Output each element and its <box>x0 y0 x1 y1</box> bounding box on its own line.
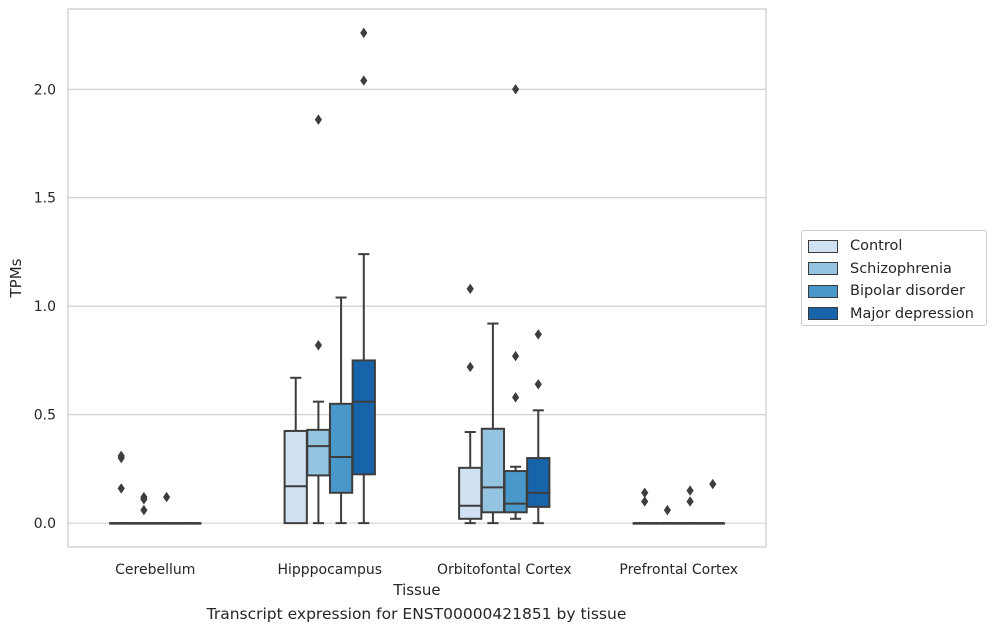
box <box>328 402 354 494</box>
box <box>351 359 376 476</box>
outlier-point <box>511 392 520 403</box>
legend-label-control: Control <box>850 238 903 255</box>
outlier-point <box>360 27 368 39</box>
outlier-point <box>117 450 125 462</box>
outlier-point <box>314 340 323 351</box>
box <box>526 457 551 508</box>
legend-label-bipolar-disorder: Bipolar disorder <box>850 283 965 300</box>
box-group <box>328 296 354 525</box>
outlier-point <box>466 361 474 373</box>
outlier-point <box>663 504 672 516</box>
box-group <box>480 322 506 525</box>
box-group <box>283 376 308 525</box>
outlier-point <box>511 84 520 95</box>
plot-frame <box>67 8 767 548</box>
legend-item-major-depression: Major depression <box>802 303 986 326</box>
outlier-point <box>162 491 171 503</box>
y-tick-labels: 0.0 0.5 1.0 1.5 2.0 <box>34 82 56 532</box>
box-group <box>351 27 376 525</box>
legend-item-schizophrenia: Schizophrenia <box>802 258 986 281</box>
x-tick-labels: Cerebellum Hipppocampus Orbitofontal Corte… <box>115 562 738 578</box>
box-group <box>306 114 331 525</box>
outlier-point <box>314 114 323 125</box>
legend-item-bipolar-disorder: Bipolar disorder <box>802 280 986 303</box>
box-group <box>677 485 703 525</box>
chart-caption: Transcript expression for ENST0000042185… <box>206 605 627 623</box>
box-group <box>700 478 725 525</box>
box-group <box>503 84 528 520</box>
outlier-point <box>140 491 148 503</box>
outlier-point <box>686 485 694 496</box>
legend-swatch-bipolar-disorder <box>808 284 838 298</box>
outlier-point <box>534 329 542 340</box>
box-group <box>131 491 157 525</box>
boxes <box>109 27 725 525</box>
box-group <box>109 450 134 525</box>
legend-label-schizophrenia: Schizophrenia <box>850 260 952 277</box>
legend-swatch-major-depression <box>808 307 838 321</box>
outlier-point <box>511 350 520 362</box>
box <box>283 429 308 525</box>
y-tick-label: 1.0 <box>34 299 56 315</box>
y-tick-label: 0.0 <box>34 516 56 532</box>
box-group <box>177 522 202 525</box>
legend: Control Schizophrenia Bipolar disorder M… <box>801 230 987 326</box>
box <box>503 470 528 514</box>
y-tick-label: 2.0 <box>34 82 56 98</box>
box-group <box>632 487 657 525</box>
x-tick-label: Prefrontal Cortex <box>619 562 738 578</box>
x-tick-label: Hipppocampus <box>277 562 382 578</box>
y-tick-label: 0.5 <box>34 408 56 424</box>
box <box>480 427 506 514</box>
outlier-point <box>534 379 542 390</box>
outlier-point <box>117 483 125 494</box>
y-axis-label: TPMs <box>7 258 25 298</box>
box-group <box>458 283 483 525</box>
legend-label-major-depression: Major depression <box>850 305 974 322</box>
legend-item-control: Control <box>802 235 986 258</box>
outlier-point <box>140 504 148 516</box>
x-tick-label: Orbitofontal Cortex <box>437 562 572 578</box>
y-tick-label: 1.5 <box>34 191 56 207</box>
legend-swatch-control <box>808 239 838 253</box>
box-group <box>154 491 179 525</box>
box-group <box>655 504 680 525</box>
outlier-point <box>709 478 717 490</box>
box <box>458 466 483 520</box>
outlier-point <box>641 487 649 498</box>
gridlines <box>68 88 766 524</box>
legend-swatch-schizophrenia <box>808 262 838 276</box>
outlier-point <box>360 75 368 86</box>
box-group <box>526 329 551 525</box>
x-axis-label: Tissue <box>392 581 440 599</box>
outlier-point <box>641 496 649 507</box>
x-tick-label: Cerebellum <box>115 562 195 578</box>
outlier-point <box>466 283 474 295</box>
box <box>306 428 331 477</box>
outlier-point <box>686 496 694 507</box>
